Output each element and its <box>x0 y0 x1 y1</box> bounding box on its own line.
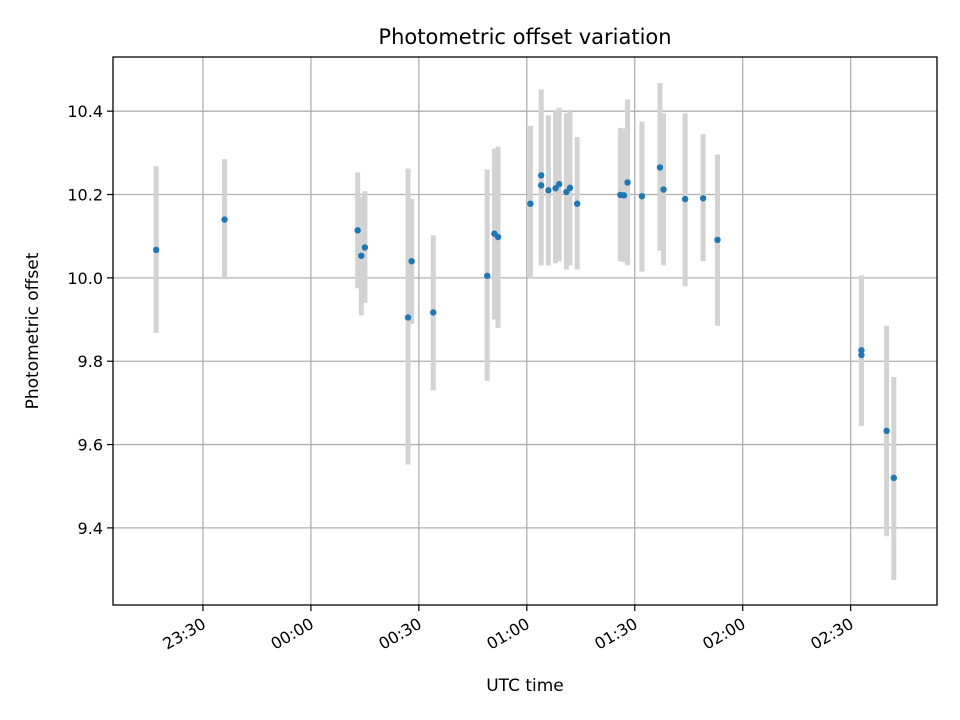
data-point <box>361 244 369 251</box>
point-layer <box>152 164 898 482</box>
data-point <box>681 195 689 203</box>
x-axis-label: UTC time <box>486 676 564 696</box>
tick-layer: 23:30 00:00 00:30 01:00 01:30 02:00 02:30 9.4 9.… <box>67 102 856 653</box>
x-tick-label: 00:00 <box>267 614 316 654</box>
data-point <box>890 474 898 482</box>
y-tick-label: 10.0 <box>67 269 103 288</box>
data-point <box>883 427 890 435</box>
data-point <box>858 351 865 359</box>
x-tick-label: 23:30 <box>160 614 209 654</box>
data-point <box>527 200 534 207</box>
data-point <box>221 216 228 223</box>
y-tick-label: 9.4 <box>78 519 103 538</box>
x-tick-label: 02:00 <box>699 614 748 654</box>
y-tick-label: 9.8 <box>78 352 103 371</box>
data-point <box>563 188 570 196</box>
data-point <box>404 314 412 321</box>
x-tick-label: 00:30 <box>375 614 424 654</box>
y-tick-label: 10.4 <box>67 102 103 121</box>
grid-layer <box>113 57 937 605</box>
x-tick-label: 01:30 <box>591 614 640 654</box>
data-point <box>537 172 545 179</box>
data-point <box>573 200 581 207</box>
chart-title: Photometric offset variation <box>378 25 671 49</box>
data-point <box>552 185 559 192</box>
data-point <box>656 164 664 171</box>
errorbar-layer <box>153 82 897 580</box>
data-point <box>358 252 365 259</box>
y-tick-label: 9.6 <box>78 436 103 455</box>
data-point <box>858 347 865 354</box>
data-point <box>555 180 563 188</box>
x-tick-label: 02:30 <box>807 614 856 654</box>
data-point <box>638 192 646 200</box>
data-point <box>484 272 491 279</box>
plot-frame <box>112 56 938 606</box>
data-point <box>152 246 160 254</box>
data-point <box>430 309 437 316</box>
y-axis-label: Photometric offset <box>23 252 43 409</box>
y-tick-label: 10.2 <box>67 186 103 205</box>
data-point <box>408 257 415 265</box>
data-point <box>354 227 361 234</box>
data-point <box>545 187 552 194</box>
data-point <box>620 192 628 199</box>
data-point <box>566 184 574 192</box>
x-tick-label: 01:00 <box>483 614 532 654</box>
data-point <box>660 186 667 193</box>
data-point <box>494 233 502 241</box>
data-point <box>624 179 631 186</box>
data-point <box>537 182 545 189</box>
data-point <box>714 236 721 244</box>
data-point <box>699 195 707 202</box>
